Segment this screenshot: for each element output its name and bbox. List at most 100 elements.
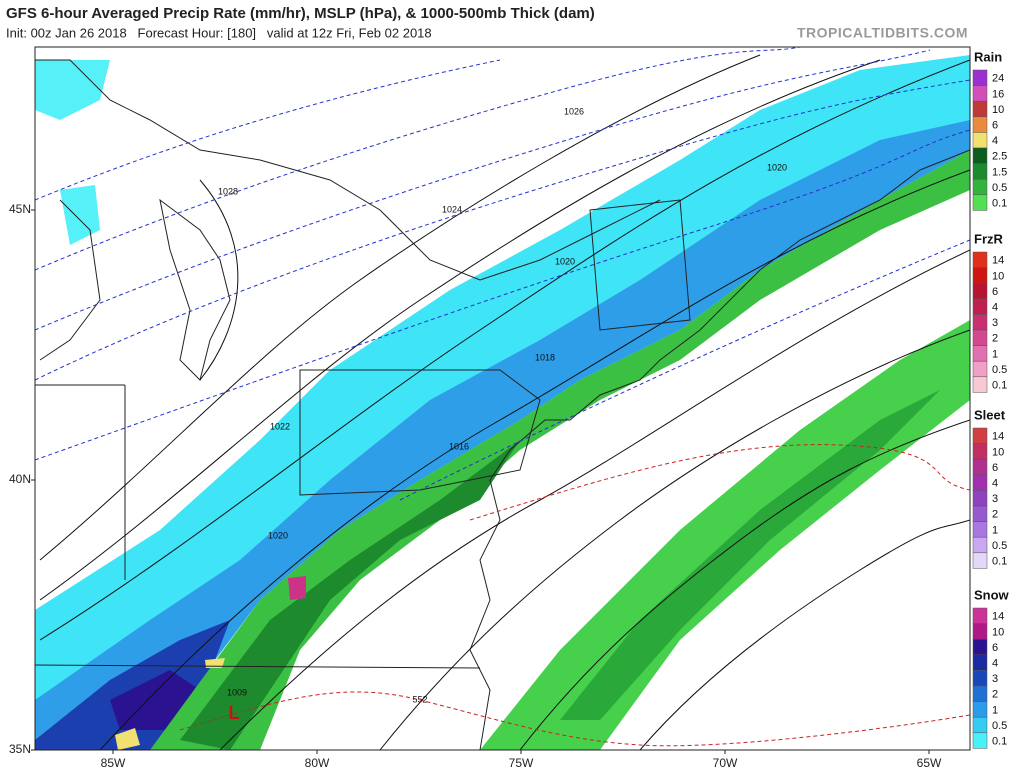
lon-label: 70W: [713, 756, 738, 770]
legend-swatch: [972, 376, 988, 393]
legend-label: 4: [992, 135, 998, 147]
legend-label: 3: [992, 493, 998, 505]
legend-label: 14: [992, 611, 1004, 623]
isobars: [39, 54, 970, 750]
legend-label: 1: [992, 524, 998, 536]
lon-label: 65W: [917, 756, 942, 770]
legend-label: 0.5: [992, 182, 1007, 194]
legend-swatch: [972, 685, 988, 702]
lat-label: 40N: [9, 472, 31, 486]
contour-label: 1022: [270, 421, 290, 431]
lon-label: 85W: [101, 756, 126, 770]
legend-label: 1: [992, 348, 998, 360]
contour-label: 1020: [555, 256, 575, 266]
legend-title: Sleet: [974, 407, 1006, 422]
legend-label: 0.1: [992, 198, 1007, 210]
legend-swatch: [972, 443, 988, 460]
legend-label: 2.5: [992, 151, 1007, 163]
rain-heavy-yellow: [115, 658, 225, 750]
legend-swatch: [972, 670, 988, 687]
thickness-lines: [35, 47, 970, 501]
legend-label: 3: [992, 317, 998, 329]
lon-label: 75W: [509, 756, 534, 770]
legend-label: 6: [992, 642, 998, 654]
legend-label: 10: [992, 446, 1004, 458]
legend-swatch: [972, 194, 988, 211]
legend-label: 2: [992, 509, 998, 521]
legend-label: 10: [992, 626, 1004, 638]
contour-label: 1018: [535, 352, 555, 362]
legend-swatch: [972, 314, 988, 331]
contour-label: 552: [412, 694, 427, 704]
map-frame: [34, 46, 971, 751]
legend-label: 1.5: [992, 166, 1007, 178]
legend-swatch: [972, 298, 988, 315]
contour-label: 1024: [442, 204, 462, 214]
legend-swatch: [972, 505, 988, 522]
legend-swatch: [972, 490, 988, 507]
watermark: TROPICALTIDBITS.COM: [797, 25, 968, 41]
legend-label: 0.5: [992, 720, 1007, 732]
legend-swatch: [972, 536, 988, 554]
legend-label: 6: [992, 120, 998, 132]
legend-swatch: [972, 116, 988, 133]
legend-swatch: [972, 701, 988, 718]
contour-label: 1020: [767, 162, 787, 172]
legend-label: 2: [992, 333, 998, 345]
legend-swatch: [972, 69, 988, 86]
legend-swatch: [972, 654, 988, 671]
legend-swatch: [972, 282, 988, 300]
legend-title: Snow: [974, 587, 1010, 602]
legend-label: 2: [992, 689, 998, 701]
legend-label: 14: [992, 431, 1004, 443]
legend-swatch: [972, 552, 988, 569]
legend-swatch: [972, 458, 988, 476]
legend-swatch: [972, 147, 988, 164]
legend-label: 6: [992, 462, 998, 474]
contour-label: 1009: [227, 687, 247, 697]
legend-swatch: [972, 345, 988, 362]
legend-title: FrzR: [974, 231, 1004, 246]
snow-area-light: [35, 60, 110, 245]
contour-label: 1028: [218, 186, 238, 196]
legend-swatch: [972, 329, 988, 346]
legend-label: 0.1: [992, 736, 1007, 748]
legend-swatch: [972, 638, 988, 656]
legend-swatch: [972, 607, 988, 624]
contour-label: 1016: [449, 441, 469, 451]
thickness-lines-warm: [179, 444, 970, 747]
legend-swatch: [972, 132, 988, 149]
legend-swatch: [972, 163, 988, 180]
legend-label: 14: [992, 255, 1004, 267]
snow-area-heavy: [35, 120, 970, 750]
lat-label: 35N: [9, 742, 31, 756]
legend-swatch: [972, 178, 988, 196]
lon-label: 80W: [305, 756, 330, 770]
low-marker: L: [229, 703, 240, 723]
freezing-rain: [288, 576, 306, 600]
legend-label: 4: [992, 302, 998, 314]
contour-label: 1026: [564, 106, 584, 116]
legend-swatch: [972, 267, 988, 284]
legend-swatch: [972, 716, 988, 734]
legend-label: 0.5: [992, 540, 1007, 552]
legend-label: 10: [992, 104, 1004, 116]
legend-title: Rain: [974, 49, 1002, 64]
legend-label: 10: [992, 270, 1004, 282]
legend-label: 0.5: [992, 364, 1007, 376]
legend-swatch: [972, 360, 988, 378]
legend-label: 0.1: [992, 380, 1007, 392]
legend-label: 1: [992, 704, 998, 716]
legend-label: 3: [992, 673, 998, 685]
legend-swatch: [972, 474, 988, 491]
subtitle: Init: 00z Jan 26 2018 Forecast Hour: [18…: [6, 25, 432, 40]
legend-swatch: [972, 521, 988, 538]
rain-area-heavy: [180, 440, 520, 750]
rain-area-ocean: [480, 320, 970, 750]
legend-label: 4: [992, 658, 998, 670]
legend-swatch: [972, 427, 988, 444]
legend-swatch: [972, 623, 988, 640]
legend-label: 4: [992, 478, 998, 490]
lat-label: 45N: [9, 202, 31, 216]
